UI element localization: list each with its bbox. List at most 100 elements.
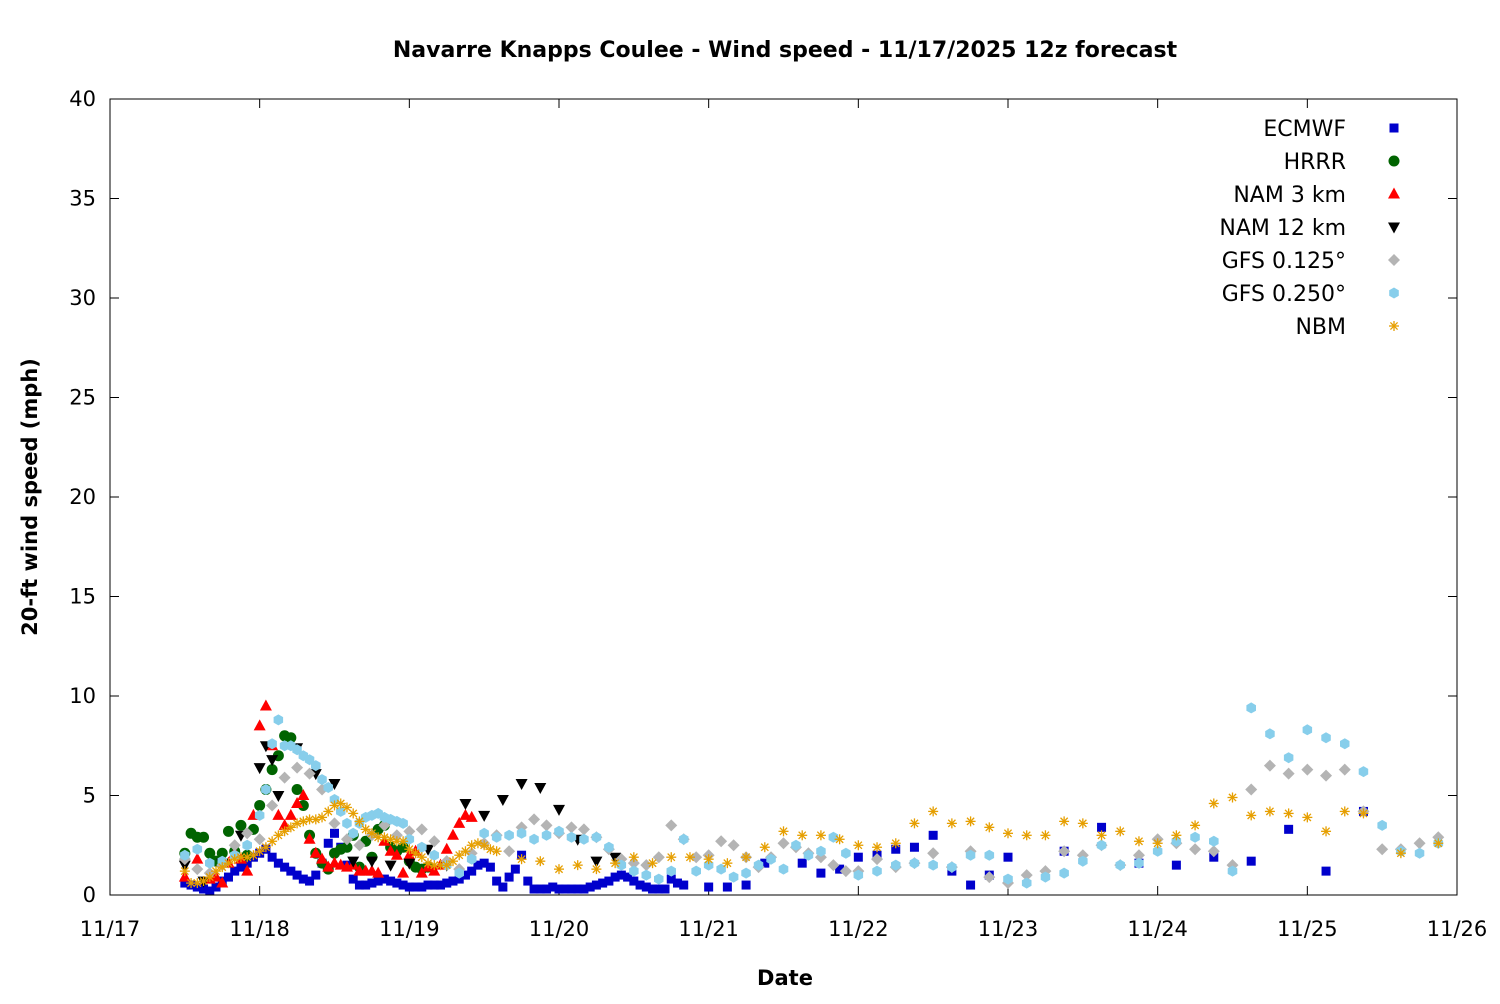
data-point-gfs-0-250 [641,869,652,881]
data-point-nam-3-km [297,789,310,800]
data-point-gfs-0-125 [1189,843,1202,856]
y-tick-label: 15 [69,585,96,609]
data-point-gfs-0-250 [1283,752,1294,764]
data-point-nbm [223,858,234,869]
data-point-gfs-0-250 [342,817,352,829]
x-tick-label: 11/23 [978,917,1039,941]
data-point-nbm [741,852,752,863]
data-point-gfs-0-250 [267,738,277,750]
data-point-gfs-0-125 [777,837,790,850]
data-point-ecmwf [298,874,308,884]
y-axis-title: 20-ft wind speed (mph) [18,358,42,636]
chart-title: Navarre Knapps Coulee - Wind speed - 11/… [393,38,1178,63]
data-point-nam-3-km [390,848,403,860]
data-point-nam-12-km [347,856,360,868]
data-point-nbm [1395,848,1406,859]
data-point-nbm [1321,826,1332,837]
data-point-nbm [1358,808,1369,819]
data-point-hrrr [235,819,247,831]
data-point-gfs-0-250 [205,857,215,869]
data-point-hrrr [266,764,278,776]
data-point-ecmwf [417,882,427,892]
data-point-ecmwf [411,882,421,892]
data-point-ecmwf [211,882,221,892]
data-point-gfs-0-250 [1040,871,1051,883]
data-point-gfs-0-125 [1058,845,1071,858]
data-point-ecmwf [386,876,396,886]
data-point-hrrr [204,847,216,859]
data-point-nbm [1264,806,1275,817]
data-point-gfs-0-250 [292,744,302,756]
data-point-nbm [647,858,658,869]
legend-marker [1389,321,1399,331]
data-point-nam-3-km [316,852,329,864]
data-point-gfs-0-125 [665,819,678,832]
data-point-ecmwf [485,862,495,872]
x-tick-label: 11/17 [80,917,141,941]
data-point-ecmwf [448,876,458,886]
data-point-ecmwf [566,884,576,894]
data-point-ecmwf [392,878,402,888]
data-point-ecmwf [797,858,807,868]
data-point-gfs-0-125 [1207,845,1220,858]
data-point-nbm [610,858,621,869]
data-point-nbm [909,818,920,829]
data-point-gfs-0-250 [853,869,864,881]
data-point-gfs-0-125 [871,853,884,866]
data-point-nbm [491,846,502,857]
data-point-gfs-0-250 [429,849,439,861]
data-point-gfs-0-250 [1377,819,1387,831]
data-point-nbm [460,846,471,857]
data-point-ecmwf [610,872,620,882]
data-point-ecmwf [741,880,751,890]
data-point-gfs-0-250 [691,865,701,877]
data-point-hrrr [198,831,210,843]
data-point-nam-12-km [384,860,397,872]
data-point-gfs-0-250 [984,849,995,861]
data-point-gfs-0-125 [1376,843,1389,856]
data-point-ecmwf [442,878,452,888]
data-point-gfs-0-250 [1190,831,1200,843]
data-point-ecmwf [1321,866,1331,876]
x-tick-label: 11/22 [828,917,889,941]
data-point-gfs-0-250 [872,865,882,877]
data-point-nbm [273,830,284,841]
data-point-ecmwf [510,864,520,874]
data-point-gfs-0-125 [577,823,590,836]
data-point-ecmwf [660,884,670,894]
data-point-nbm [211,866,222,877]
plot-frame [109,98,1458,896]
data-point-nbm [1339,806,1350,817]
data-point-gfs-0-250 [947,861,957,873]
data-point-gfs-0-250 [1321,732,1331,744]
data-point-hrrr [291,784,303,796]
data-point-gfs-0-250 [348,827,358,839]
data-point-gfs-0-250 [666,865,676,877]
data-point-ecmwf [816,868,826,878]
data-point-ecmwf [367,878,377,888]
data-point-gfs-0-250 [616,859,627,871]
data-point-gfs-0-250 [192,843,203,855]
legend-label: ECMWF [1263,117,1346,142]
data-point-gfs-0-125 [827,859,840,872]
data-point-nbm [666,852,677,863]
data-point-nbm [285,822,296,833]
data-point-nbm [554,864,564,875]
data-point-gfs-0-250 [791,839,801,851]
data-point-ecmwf [292,870,302,880]
legend-label: NAM 3 km [1233,183,1346,208]
data-point-gfs-0-250 [254,809,265,821]
data-point-ecmwf [230,866,240,876]
data-point-ecmwf [835,864,845,874]
data-point-gfs-0-125 [1338,763,1351,776]
data-point-gfs-0-125 [983,871,996,884]
data-point-gfs-0-125 [228,839,241,852]
data-point-gfs-0-250 [317,774,327,786]
data-point-nam-3-km [272,808,285,820]
data-point-nam-12-km [553,804,565,816]
data-point-gfs-0-250 [1358,766,1369,778]
data-point-nbm [1152,838,1163,849]
data-point-gfs-0-125 [353,839,366,852]
data-point-nbm [366,828,377,839]
legend-marker [1388,187,1400,199]
